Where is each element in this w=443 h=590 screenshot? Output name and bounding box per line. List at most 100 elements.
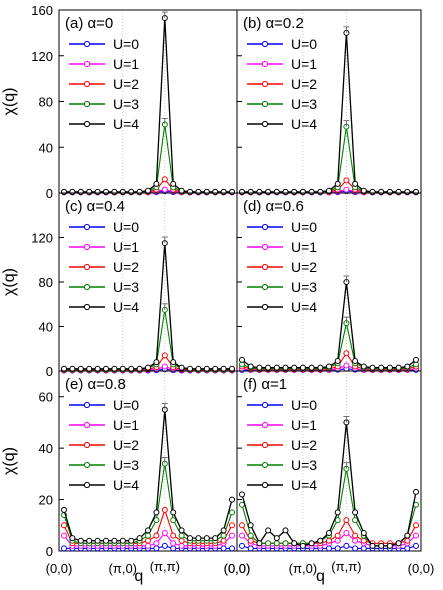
data-point [161, 176, 168, 183]
data-point [247, 545, 254, 552]
data-point [220, 527, 227, 534]
legend-label: U=0 [113, 36, 139, 52]
legend-marker [261, 120, 269, 128]
data-point [170, 545, 177, 552]
data-point [220, 545, 227, 552]
data-point [239, 491, 245, 498]
data-point [77, 188, 84, 195]
data-point [395, 540, 402, 547]
data-point [239, 188, 245, 195]
data-point [369, 188, 376, 195]
data-point [170, 517, 177, 524]
legend-marker [83, 223, 91, 231]
data-point [326, 363, 332, 370]
data-point [282, 540, 289, 547]
data-point [291, 188, 298, 195]
panel-6: (f) α=1U=0 U=1 U=2 U=3 U=4 [236, 370, 422, 552]
data-point [128, 188, 135, 195]
data-point [334, 517, 341, 524]
legend-marker [83, 481, 91, 489]
panel-label: (f) α=1 [243, 376, 287, 393]
x-tick-label: (0,0) [224, 561, 251, 576]
data-point [326, 187, 332, 194]
data-point [203, 535, 210, 542]
data-point [395, 188, 402, 195]
legend-label: U=2 [113, 76, 139, 92]
legend-label: U=3 [113, 457, 139, 473]
data-point [386, 188, 393, 195]
legend-label: U=0 [291, 397, 317, 413]
legend-marker [261, 441, 269, 449]
y-tick-label: 60 [39, 390, 53, 405]
data-point [326, 545, 332, 552]
legend-marker [83, 283, 91, 291]
data-point [229, 522, 235, 529]
data-point [256, 188, 263, 195]
legend-label: U=4 [291, 299, 317, 315]
data-point [352, 537, 359, 544]
data-point [352, 357, 359, 364]
data-point [369, 542, 376, 549]
panel-3: 0 40 80 120 (c) α=0.4 U=0 U=1 U=2 U=3 U=4 [31, 192, 238, 379]
data-point [86, 188, 93, 195]
data-point [247, 363, 254, 370]
data-point [343, 542, 350, 549]
data-point [178, 532, 185, 539]
legend-label: U=0 [113, 219, 139, 235]
legend-label: U=4 [113, 299, 139, 315]
data-point [317, 537, 324, 544]
legend-label: U=0 [291, 219, 317, 235]
data-point [103, 537, 109, 544]
panel-1: 0 40 80 120 160 (a) α=0U=0 U=1 U=2 U=3 U=4 [31, 3, 238, 201]
legend-marker [261, 263, 269, 271]
series-line-U=3 [64, 309, 232, 370]
legend-label: U=4 [113, 477, 139, 493]
data-point [161, 506, 168, 513]
panel-frame [236, 192, 422, 372]
legend-marker [83, 401, 91, 409]
data-point [360, 537, 367, 544]
data-point [229, 496, 235, 503]
data-point [94, 537, 101, 544]
data-point [170, 180, 177, 187]
data-point [69, 535, 76, 542]
y-axis-label: χ(q) [1, 268, 18, 296]
y-axis-label: χ(q) [1, 88, 18, 116]
y-tick-label: 80 [39, 95, 53, 110]
data-point [145, 364, 151, 371]
x-axis-label: q [134, 568, 143, 585]
x-axis-label: q [316, 568, 325, 585]
data-point [317, 364, 324, 371]
data-point [413, 356, 419, 363]
data-point [413, 542, 419, 549]
data-point [360, 363, 367, 370]
series-line-U=4 [242, 32, 416, 193]
data-point [256, 540, 263, 547]
data-point [326, 530, 332, 536]
data-point [229, 509, 235, 516]
legend-marker [261, 243, 269, 251]
data-point [178, 364, 185, 371]
data-point [94, 188, 101, 195]
legend-label: U=1 [113, 56, 139, 72]
data-point [61, 506, 67, 513]
data-point [334, 509, 341, 516]
y-tick-label: 0 [46, 364, 53, 379]
data-point [119, 537, 126, 544]
data-point [153, 532, 160, 539]
legend-marker [83, 80, 91, 88]
data-point [170, 509, 177, 516]
series-line-U=3 [242, 126, 416, 193]
data-point [395, 364, 402, 371]
data-point [273, 540, 280, 547]
data-point [178, 542, 185, 549]
legend-marker [83, 263, 91, 271]
data-point [378, 188, 385, 195]
legend-label: U=3 [291, 279, 317, 295]
y-tick-label: 160 [31, 3, 53, 18]
data-point [239, 522, 245, 529]
panel-label: (e) α=0.8 [65, 376, 126, 393]
y-tick-label: 120 [31, 49, 53, 64]
legend-marker [261, 100, 269, 108]
